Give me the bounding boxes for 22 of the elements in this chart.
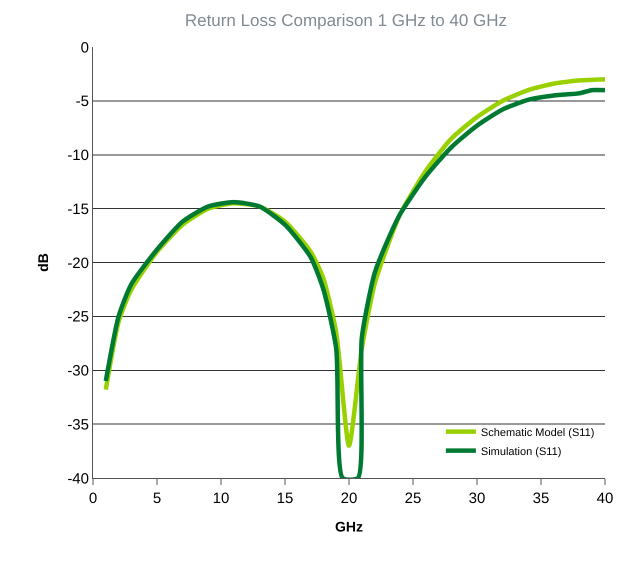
legend-label: Simulation (S11) [480, 446, 562, 458]
y-axis-title: dB [34, 253, 51, 272]
y-tick-label: -5 [76, 93, 89, 110]
x-tick-label: 15 [276, 490, 294, 507]
y-tick-label: -25 [67, 308, 89, 326]
y-tick-label: -20 [67, 254, 89, 272]
legend-label: Schematic Model (S11) [480, 426, 594, 439]
x-tick-label: 40 [596, 490, 614, 507]
y-tick-label: -15 [67, 200, 89, 218]
y-tick-label: -10 [67, 147, 89, 164]
x-tick-label: 35 [532, 490, 550, 507]
chart-title: Return Loss Comparison 1 GHz to 40 GHz [184, 10, 508, 30]
x-tick-label: 20 [340, 490, 358, 507]
x-axis-title: GHz [335, 518, 363, 534]
y-tick-label: -35 [67, 416, 89, 434]
x-tick-label: 30 [468, 490, 486, 507]
x-tick-label: 10 [212, 490, 230, 507]
x-tick-label: 5 [152, 490, 162, 507]
y-tick-label: 0 [80, 39, 89, 56]
y-tick-label: -30 [67, 362, 89, 380]
y-tick-label: -40 [67, 470, 89, 488]
x-tick-label: 25 [404, 490, 422, 507]
